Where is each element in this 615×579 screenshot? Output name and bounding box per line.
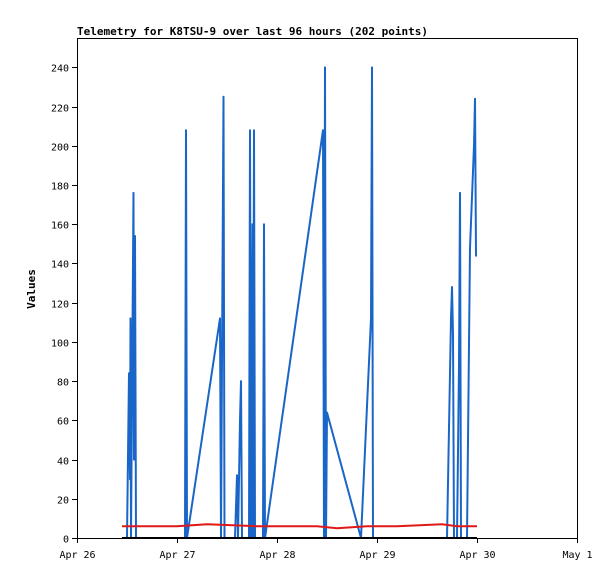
- y-tick-label: 40: [57, 457, 69, 468]
- y-tick-label: 80: [57, 378, 69, 389]
- x-axis: Apr 26 Apr 27 Apr 28 Apr 29 Apr 30 May 1: [59, 538, 593, 561]
- x-tick-label: Apr 27: [159, 550, 195, 561]
- x-tick-label: Apr 28: [259, 550, 295, 561]
- y-tick-label: 180: [51, 182, 69, 193]
- series-line-1: [126, 66, 477, 539]
- y-tick-label: 0: [63, 535, 69, 546]
- y-axis-label: Values: [25, 269, 38, 309]
- series-line-2: [122, 523, 477, 530]
- y-tick-label: 60: [57, 417, 69, 428]
- chart-title: Telemetry for K8TSU-9 over last 96 hours…: [77, 25, 428, 38]
- y-axis: 0 20 40 60 80 100 120 140 160 180 200 220 240: [51, 64, 77, 546]
- y-tick-label: 200: [51, 143, 69, 154]
- y-tick-label: 160: [51, 221, 69, 232]
- x-tick-label: Apr 29: [359, 550, 395, 561]
- y-tick-label: 120: [51, 300, 69, 311]
- y-tick-label: 240: [51, 64, 69, 75]
- x-tick-label: Apr 30: [459, 550, 495, 561]
- x-tick-label: Apr 26: [59, 550, 95, 561]
- x-tick-label: May 1: [562, 550, 592, 561]
- y-tick-label: 220: [51, 104, 69, 115]
- y-tick-label: 100: [51, 339, 69, 350]
- series-layer: [122, 66, 477, 539]
- y-tick-label: 140: [51, 260, 69, 271]
- plot-frame: [77, 38, 578, 539]
- y-tick-label: 20: [57, 496, 69, 507]
